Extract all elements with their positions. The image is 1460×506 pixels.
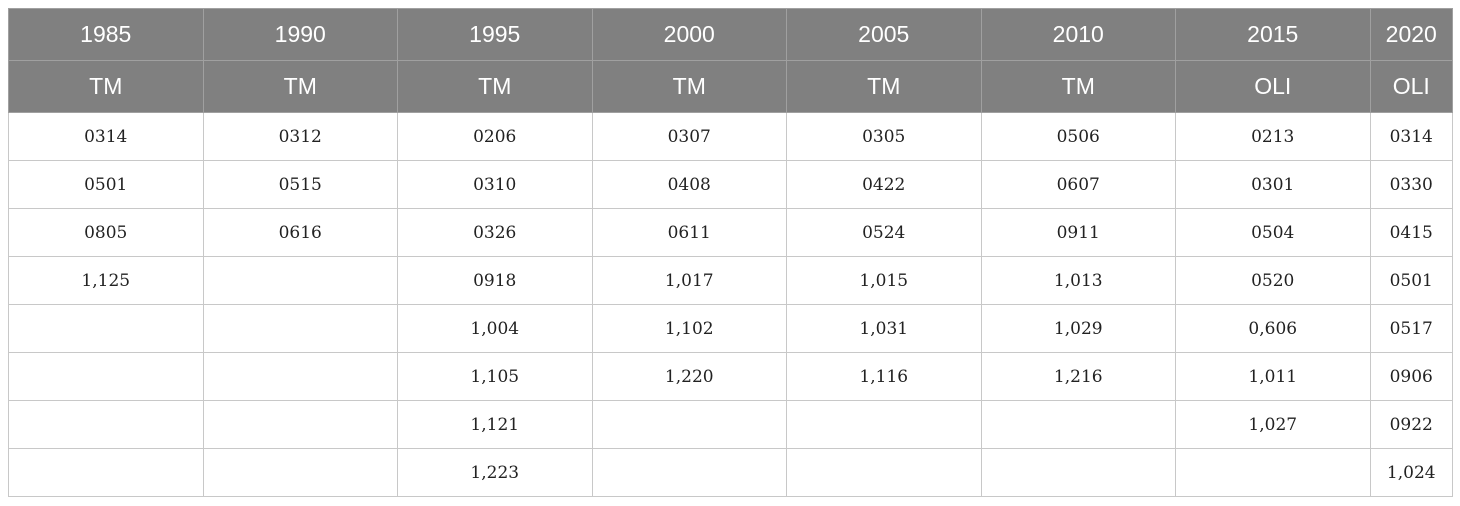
date-cell: 0330 xyxy=(1369,160,1453,209)
year-header-cell: 2010 xyxy=(980,8,1176,61)
date-cell: 0312 xyxy=(202,112,398,161)
date-cell: 0301 xyxy=(1175,160,1371,209)
date-cell: 0408 xyxy=(591,160,787,209)
date-cell: 1,220 xyxy=(591,352,787,401)
sensor-header-cell: TM xyxy=(8,60,204,113)
date-cell: 1,216 xyxy=(980,352,1176,401)
table-row: 0805 0616 0326 0611 0524 0911 0504 0415 xyxy=(8,208,1453,257)
acquisition-dates-table-container: 1985 1990 1995 2000 2005 2010 2015 2020 … xyxy=(8,8,1453,497)
date-cell: 0314 xyxy=(1369,112,1453,161)
date-cell: 0517 xyxy=(1369,304,1453,353)
date-cell xyxy=(202,304,398,353)
date-cell: 0611 xyxy=(591,208,787,257)
date-cell: 0422 xyxy=(786,160,982,209)
date-cell: 1,015 xyxy=(786,256,982,305)
date-cell: 0911 xyxy=(980,208,1176,257)
date-cell: 1,125 xyxy=(8,256,204,305)
date-cell xyxy=(591,448,787,497)
date-cell: 0616 xyxy=(202,208,398,257)
table-row: 1,004 1,102 1,031 1,029 0,606 0517 xyxy=(8,304,1453,353)
date-cell: 1,116 xyxy=(786,352,982,401)
sensor-header-cell: OLI xyxy=(1369,60,1453,113)
date-cell: 1,027 xyxy=(1175,400,1371,449)
date-cell: 0506 xyxy=(980,112,1176,161)
year-header-row: 1985 1990 1995 2000 2005 2010 2015 2020 xyxy=(8,8,1453,61)
table-row: 0501 0515 0310 0408 0422 0607 0301 0330 xyxy=(8,160,1453,209)
date-cell: 1,102 xyxy=(591,304,787,353)
year-header-cell: 2015 xyxy=(1175,8,1371,61)
table-row: 1,105 1,220 1,116 1,216 1,011 0906 xyxy=(8,352,1453,401)
date-cell xyxy=(786,448,982,497)
date-cell: 0501 xyxy=(8,160,204,209)
year-header-cell: 2000 xyxy=(591,8,787,61)
date-cell xyxy=(980,400,1176,449)
date-cell xyxy=(202,256,398,305)
date-cell: 0520 xyxy=(1175,256,1371,305)
year-header-cell: 1985 xyxy=(8,8,204,61)
date-cell: 1,031 xyxy=(786,304,982,353)
sensor-header-cell: TM xyxy=(980,60,1176,113)
date-cell: 1,017 xyxy=(591,256,787,305)
date-cell xyxy=(8,304,204,353)
date-cell: 1,029 xyxy=(980,304,1176,353)
date-cell: 1,011 xyxy=(1175,352,1371,401)
date-cell xyxy=(202,400,398,449)
table-body: 0314 0312 0206 0307 0305 0506 0213 0314 0501 0515… xyxy=(8,112,1453,497)
sensor-header-cell: TM xyxy=(786,60,982,113)
date-cell: 0310 xyxy=(397,160,593,209)
date-cell xyxy=(980,448,1176,497)
year-header-cell: 2005 xyxy=(786,8,982,61)
acquisition-dates-table: 1985 1990 1995 2000 2005 2010 2015 2020 … xyxy=(8,8,1453,497)
date-cell: 1,013 xyxy=(980,256,1176,305)
date-cell xyxy=(8,352,204,401)
date-cell: 0524 xyxy=(786,208,982,257)
date-cell: 0805 xyxy=(8,208,204,257)
date-cell: 0918 xyxy=(397,256,593,305)
date-cell xyxy=(786,400,982,449)
date-cell: 0213 xyxy=(1175,112,1371,161)
sensor-header-row: TM TM TM TM TM TM OLI OLI xyxy=(8,60,1453,113)
date-cell: 0906 xyxy=(1369,352,1453,401)
date-cell xyxy=(8,400,204,449)
date-cell: 1,223 xyxy=(397,448,593,497)
date-cell: 0305 xyxy=(786,112,982,161)
date-cell: 0314 xyxy=(8,112,204,161)
year-header-cell: 1990 xyxy=(202,8,398,61)
year-header-cell: 1995 xyxy=(397,8,593,61)
sensor-header-cell: TM xyxy=(202,60,398,113)
date-cell xyxy=(1175,448,1371,497)
sensor-header-cell: TM xyxy=(591,60,787,113)
date-cell xyxy=(202,448,398,497)
table-header: 1985 1990 1995 2000 2005 2010 2015 2020 … xyxy=(8,8,1453,113)
date-cell: 0922 xyxy=(1369,400,1453,449)
date-cell: 0415 xyxy=(1369,208,1453,257)
date-cell: 0607 xyxy=(980,160,1176,209)
date-cell: 0501 xyxy=(1369,256,1453,305)
date-cell: 0206 xyxy=(397,112,593,161)
table-row: 1,223 1,024 xyxy=(8,448,1453,497)
sensor-header-cell: TM xyxy=(397,60,593,113)
date-cell: 1,121 xyxy=(397,400,593,449)
table-row: 1,121 1,027 0922 xyxy=(8,400,1453,449)
date-cell xyxy=(8,448,204,497)
date-cell: 1,024 xyxy=(1369,448,1453,497)
date-cell xyxy=(591,400,787,449)
date-cell xyxy=(202,352,398,401)
date-cell: 0326 xyxy=(397,208,593,257)
date-cell: 1,004 xyxy=(397,304,593,353)
date-cell: 1,105 xyxy=(397,352,593,401)
date-cell: 0,606 xyxy=(1175,304,1371,353)
date-cell: 0515 xyxy=(202,160,398,209)
date-cell: 0307 xyxy=(591,112,787,161)
table-row: 1,125 0918 1,017 1,015 1,013 0520 0501 xyxy=(8,256,1453,305)
year-header-cell: 2020 xyxy=(1369,8,1453,61)
date-cell: 0504 xyxy=(1175,208,1371,257)
sensor-header-cell: OLI xyxy=(1175,60,1371,113)
table-row: 0314 0312 0206 0307 0305 0506 0213 0314 xyxy=(8,112,1453,161)
